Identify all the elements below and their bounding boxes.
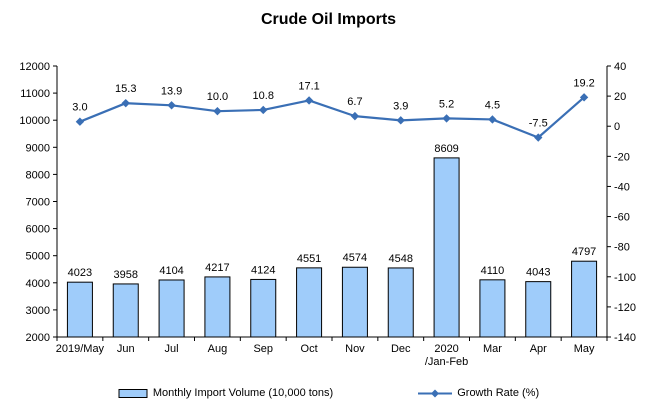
y-axis-right-tick-label: -120 — [614, 302, 636, 314]
y-axis-left-tick-label: 4000 — [26, 278, 50, 290]
y-axis-left-tick-label: 12000 — [19, 61, 50, 73]
bar — [433, 157, 460, 338]
bar-value-label: 4043 — [526, 267, 550, 279]
y-axis-right-tick-label: 0 — [614, 121, 620, 133]
legend-label-bars: Monthly Import Volume (10,000 tons) — [152, 387, 334, 399]
x-axis-category-label: /Jan-Feb — [425, 356, 468, 368]
x-axis-category-label: Apr — [530, 343, 547, 355]
y-axis-right-tick-label: -60 — [614, 212, 630, 224]
line-value-label: 6.7 — [347, 96, 362, 108]
legend-label-line: Growth Rate (%) — [457, 387, 540, 399]
line-value-label: 10.0 — [207, 91, 228, 103]
x-axis-category-label: Jul — [165, 343, 179, 355]
bar — [571, 260, 598, 338]
growth-line — [79, 96, 585, 139]
line-swatch-marker — [431, 389, 440, 397]
line-value-label: 4.5 — [485, 99, 500, 111]
bar — [66, 281, 93, 338]
y-axis-right-tick-label: -140 — [614, 332, 636, 344]
bar — [479, 279, 506, 338]
x-axis-category-label: 2020 — [434, 343, 458, 355]
bar-series-swatch-icon — [118, 388, 148, 398]
x-axis-category-label: Nov — [345, 343, 365, 355]
bar-swatch-rect — [118, 388, 148, 398]
legend-item-line: Growth Rate (%) — [418, 387, 539, 399]
y-axis-right-tick-label: 20 — [614, 91, 626, 103]
x-axis-category-label: Dec — [391, 343, 411, 355]
y-axis-right-tick-label: 40 — [614, 61, 626, 73]
x-axis-category-label: Oct — [301, 343, 318, 355]
line-marker — [167, 101, 176, 110]
x-axis-category-label: Aug — [208, 343, 228, 355]
x-axis-category-label: Jun — [117, 343, 135, 355]
line-value-label: 13.9 — [161, 85, 182, 97]
bar-value-label: 4548 — [389, 253, 413, 265]
bar-value-label: 4574 — [343, 252, 367, 264]
x-axis-category-label: May — [574, 343, 595, 355]
bar — [296, 267, 323, 338]
y-axis-left-tick-label: 10000 — [19, 115, 50, 127]
line-value-label: 3.0 — [72, 102, 87, 114]
line-marker — [579, 93, 589, 102]
line-marker — [350, 111, 360, 121]
y-axis-left-tick-label: 11000 — [20, 88, 50, 100]
bar-value-label: 4797 — [572, 246, 596, 258]
y-axis-right-tick-label: -100 — [614, 272, 636, 284]
line-marker — [488, 115, 497, 124]
bar-value-label: 3958 — [114, 269, 138, 281]
line-value-label: 10.8 — [253, 90, 274, 102]
line-marker — [213, 106, 222, 116]
chart-title: Crude Oil Imports — [260, 11, 397, 28]
bar — [525, 281, 552, 338]
y-axis-right-tick-label: -80 — [614, 242, 630, 254]
line-marker — [304, 96, 314, 105]
bar — [341, 266, 368, 338]
line-marker — [442, 114, 451, 123]
y-axis-left-tick-label: 5000 — [26, 251, 50, 263]
bar-value-label: 4124 — [251, 264, 275, 276]
y-axis-left-tick-label: 8000 — [26, 169, 50, 181]
y-axis-left-tick-label: 3000 — [26, 305, 50, 317]
line-marker — [75, 117, 85, 126]
bar-value-label: 4551 — [297, 253, 321, 265]
line-marker — [534, 133, 543, 142]
bar — [204, 276, 231, 338]
legend: Monthly Import Volume (10,000 tons) Grow… — [0, 387, 657, 399]
y-axis-right-tick-label: -20 — [614, 151, 630, 163]
y-axis-left-tick-label: 7000 — [26, 197, 50, 209]
x-axis-category-label: 2019/May — [56, 343, 105, 355]
line-marker — [121, 98, 130, 108]
y-axis-left-tick-label: 9000 — [26, 142, 50, 154]
line-marker — [396, 116, 405, 125]
bar — [112, 283, 139, 338]
x-axis-category-label: Sep — [253, 343, 273, 355]
line-value-label: 3.9 — [393, 100, 408, 112]
y-axis-left-tick-label: 6000 — [26, 224, 50, 236]
bar-value-label: 4110 — [481, 265, 505, 277]
bar — [250, 278, 277, 338]
x-axis-category-label: Mar — [483, 343, 502, 355]
line-value-label: -7.5 — [529, 118, 548, 130]
bar — [158, 279, 185, 338]
line-value-label: 17.1 — [298, 80, 319, 92]
bar-value-label: 4217 — [205, 262, 229, 274]
bar-value-label: 4023 — [68, 267, 92, 279]
line-value-label: 19.2 — [573, 77, 594, 89]
bar-value-label: 8609 — [434, 143, 458, 155]
line-value-label: 5.2 — [439, 98, 454, 110]
line-marker — [259, 105, 268, 115]
line-value-label: 15.3 — [115, 83, 136, 95]
line-series-swatch-icon — [418, 389, 453, 397]
y-axis-right-tick-label: -40 — [614, 181, 630, 193]
y-axis-left-tick-label: 2000 — [26, 332, 50, 344]
bar — [387, 267, 414, 338]
legend-item-bars: Monthly Import Volume (10,000 tons) — [118, 387, 333, 399]
bar-value-label: 4104 — [159, 265, 183, 277]
